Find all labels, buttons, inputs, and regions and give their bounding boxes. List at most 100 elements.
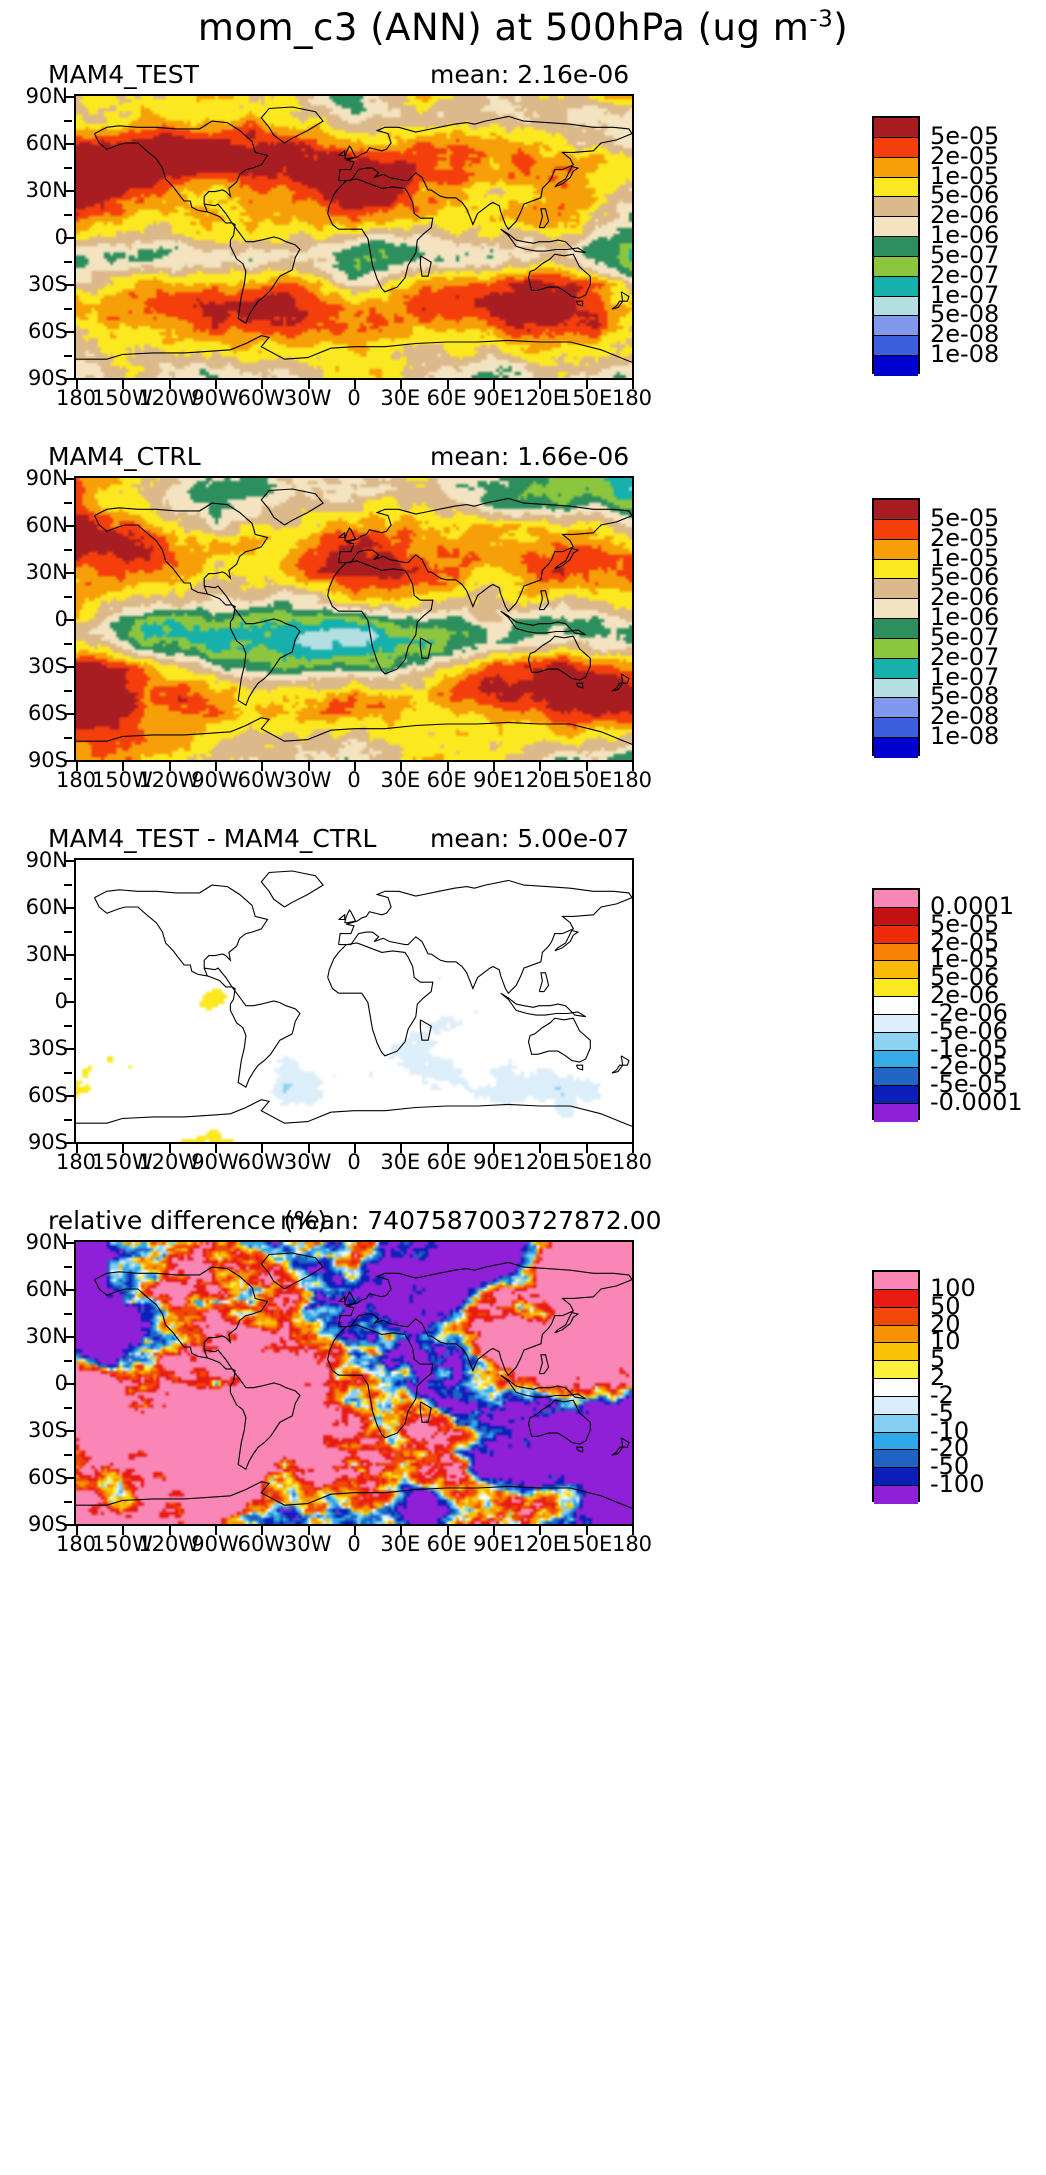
page-title-tail: ) xyxy=(833,6,849,49)
longitude-tick xyxy=(585,762,588,771)
colorbar-tick-label: 1e-07 xyxy=(930,280,1000,309)
latitude-tick-label: 90N xyxy=(25,1230,68,1254)
colorbar-tick-label: 5e-07 xyxy=(930,622,1000,651)
colorbar-swatch xyxy=(874,1068,918,1087)
panel-3: MAM4_TEST - MAM4_CTRL mean: 5.00e-07 90N 60… xyxy=(0,824,1046,1184)
longitude-tick xyxy=(539,380,542,389)
colorbar-swatch xyxy=(874,1379,918,1397)
colorbar-tick-label: -5 xyxy=(930,1398,954,1427)
colorbar-tick-label: 1e-07 xyxy=(930,662,1000,691)
latitude-tick-label: 30S xyxy=(27,1036,68,1060)
colorbar-swatch xyxy=(874,356,918,376)
colorbar-swatch xyxy=(874,658,918,679)
longitude-tick xyxy=(493,1526,495,1535)
latitude-tick-label: 60S xyxy=(27,701,68,725)
longitude-tick-label: 30E xyxy=(380,1150,421,1174)
colorbar-tick-label: 2e-05 xyxy=(930,141,1000,170)
panel-1: MAM4_TEST mean: 2.16e-06 90N 60N 30N 0 30S 60S 9… xyxy=(0,60,1046,420)
latitude-tick xyxy=(64,666,76,668)
longitude-tick-label: 120W xyxy=(138,1532,200,1556)
longitude-tick xyxy=(168,1526,171,1535)
longitude-tick-label: 0 xyxy=(347,1150,361,1174)
colorbar-tick-label: 1e-08 xyxy=(930,340,1000,369)
latitude-tick xyxy=(64,619,76,621)
longitude-tick xyxy=(76,762,78,771)
colorbar-swatch xyxy=(874,1325,918,1344)
longitude-tick-label: 30W xyxy=(283,1532,332,1556)
latitude-tick xyxy=(64,689,72,692)
longitude-tick-label: 60E xyxy=(426,1150,467,1174)
latitude-tick xyxy=(64,284,76,286)
longitude-tick xyxy=(307,1144,310,1153)
colorbar-abs xyxy=(872,498,920,758)
latitude-tick-label: 30S xyxy=(27,654,68,678)
colorbar-diff xyxy=(872,888,920,1122)
longitude-tick xyxy=(539,1526,542,1535)
longitude-tick-label: 120W xyxy=(138,386,200,410)
longitude-tick xyxy=(539,762,542,771)
colorbar-tick-label: -5e-05 xyxy=(930,1070,1008,1099)
colorbar-swatch xyxy=(874,599,918,620)
longitude-tick xyxy=(539,1144,542,1153)
colorbar-swatch xyxy=(874,1432,918,1451)
latitude-tick xyxy=(64,1118,72,1121)
colorbar-swatch xyxy=(874,296,918,317)
longitude-tick-label: 60E xyxy=(426,386,467,410)
longitude-tick-label: 30E xyxy=(380,768,421,792)
colorbar-swatch xyxy=(874,943,918,962)
longitude-tick-label: 150E xyxy=(558,1150,613,1174)
longitude-tick-label: 30W xyxy=(283,768,332,792)
colorbar-swatch xyxy=(874,1104,918,1122)
latitude-tick xyxy=(64,736,72,739)
colorbar-swatch xyxy=(874,619,918,639)
latitude-tick xyxy=(64,713,76,715)
latitude-tick-label: 60N xyxy=(25,513,68,537)
latitude-tick-label: 60N xyxy=(25,131,68,155)
longitude-tick-label: 60W xyxy=(237,1532,286,1556)
longitude-tick xyxy=(122,380,125,389)
colorbar-swatch xyxy=(874,1014,918,1033)
panel-header: MAM4_CTRL mean: 1.66e-06 xyxy=(0,442,680,472)
latitude-tick xyxy=(64,354,72,357)
colorbar-swatch xyxy=(874,217,918,238)
colorbar-swatch xyxy=(874,698,918,719)
colorbar-tick-label: 5e-05 xyxy=(930,503,1000,532)
longitude-tick xyxy=(122,762,125,771)
latitude-tick xyxy=(64,525,76,527)
latitude-tick xyxy=(64,1095,76,1097)
longitude-tick-label: 90W xyxy=(191,768,239,792)
colorbar-swatch xyxy=(874,979,918,998)
longitude-tick xyxy=(307,762,310,771)
map-plot-area xyxy=(74,94,634,380)
colorbar-tick-label: -2e-06 xyxy=(930,998,1008,1027)
colorbar-tick-label: 5e-08 xyxy=(930,682,1000,711)
longitude-tick-label: 60W xyxy=(237,386,286,410)
latitude-tick xyxy=(64,1430,76,1432)
latitude-tick-label: 0 xyxy=(54,225,68,249)
colorbar-tick-label: -0.0001 xyxy=(930,1088,1023,1117)
longitude-tick xyxy=(122,1144,125,1153)
colorbar-swatch xyxy=(874,197,918,218)
longitude-tick xyxy=(585,1526,588,1535)
panel-subtitle: MAM4_TEST - MAM4_CTRL xyxy=(48,824,377,853)
panel-mean-value: mean: 5.00e-07 xyxy=(430,824,630,853)
longitude-tick xyxy=(354,1526,356,1535)
latitude-tick xyxy=(64,1289,76,1291)
panel-mean-value: mean: 1.66e-06 xyxy=(430,442,630,471)
latitude-axis: 90N 60N 30N 0 30S 60S 90S xyxy=(0,848,68,1154)
colorbar-swatch xyxy=(874,519,918,540)
longitude-tick xyxy=(632,1144,634,1153)
latitude-tick xyxy=(64,1359,72,1362)
map-data-raster xyxy=(76,478,632,760)
colorbar-swatch xyxy=(874,1289,918,1308)
colorbar-swatch xyxy=(874,559,918,580)
colorbar-tick-label: 0.0001 xyxy=(930,891,1014,920)
colorbar-tick-label: -100 xyxy=(930,1470,985,1499)
longitude-tick-label: 60W xyxy=(237,1150,286,1174)
longitude-tick xyxy=(446,380,449,389)
latitude-axis: 90N 60N 30N 0 30S 60S 90S xyxy=(0,84,68,390)
latitude-tick xyxy=(64,213,72,216)
longitude-axis: 180 150W 120W 90W 60W 30W 0 30E 60E 90E 120E 150E 18… xyxy=(56,1144,652,1178)
longitude-tick-label: 120E xyxy=(512,1150,567,1174)
longitude-tick xyxy=(261,1526,264,1535)
